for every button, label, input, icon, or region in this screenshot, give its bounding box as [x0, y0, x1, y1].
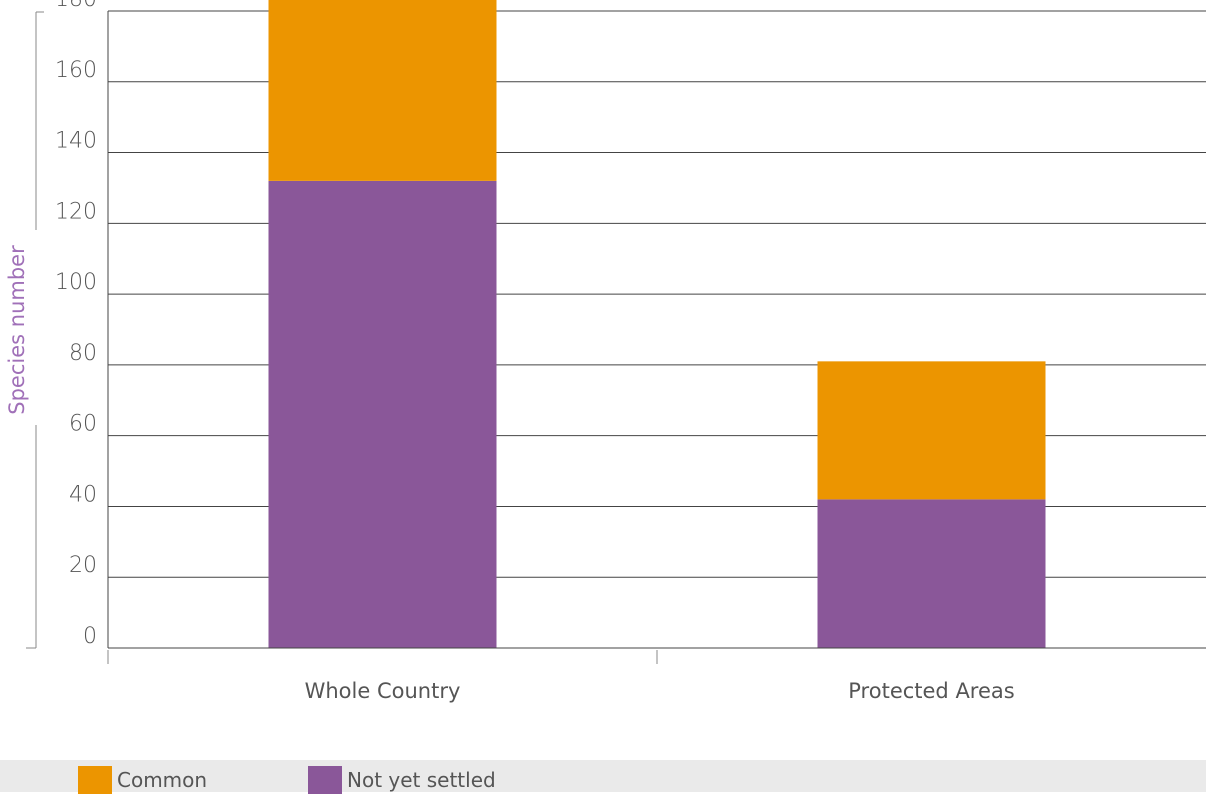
y-axis-label: Species number	[5, 245, 29, 415]
y-tick-label: 20	[69, 553, 97, 578]
legend-label-common: Common	[117, 768, 208, 792]
legend-item-common: Common	[78, 766, 207, 794]
y-tick-label: 180	[55, 0, 97, 12]
y-tick-label: 160	[55, 58, 97, 83]
y-tick-label: 100	[55, 270, 97, 295]
stacked-bar-chart: 0 20 40 60 80 100 120 140 160 180 Whole Country Pr…	[5, 0, 1206, 703]
y-axis-title: Species number	[5, 11, 44, 649]
legend-item-not-yet-settled: Not yet settled	[308, 766, 496, 794]
y-tick-label: 140	[55, 129, 97, 154]
x-tick-label: Whole Country	[305, 679, 461, 703]
x-tick-label: Protected Areas	[848, 679, 1014, 703]
y-tick-label: 60	[69, 412, 97, 437]
bar-segment	[268, 180, 497, 648]
legend-swatch-common	[78, 766, 112, 794]
y-tick-label: 40	[69, 482, 97, 507]
y-tick-label: 80	[69, 341, 97, 366]
bar-segment	[817, 361, 1046, 500]
legend: Common Not yet settled	[0, 760, 1206, 794]
legend-label-not-yet-settled: Not yet settled	[347, 768, 496, 792]
bar-segment	[817, 499, 1046, 648]
axes	[107, 11, 1206, 664]
bar-segment	[268, 0, 497, 181]
y-tick-labels: 0 20 40 60 80 100 120 140 160 180	[55, 0, 97, 649]
y-tick-label: 0	[83, 624, 97, 649]
y-tick-label: 120	[55, 199, 97, 224]
bars	[268, 0, 1046, 648]
legend-swatch-not-yet-settled	[308, 766, 342, 794]
x-tick-labels: Whole Country Protected Areas	[305, 679, 1015, 703]
